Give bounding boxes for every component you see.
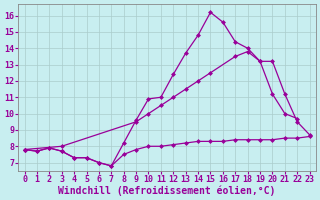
- X-axis label: Windchill (Refroidissement éolien,°C): Windchill (Refroidissement éolien,°C): [58, 185, 276, 196]
